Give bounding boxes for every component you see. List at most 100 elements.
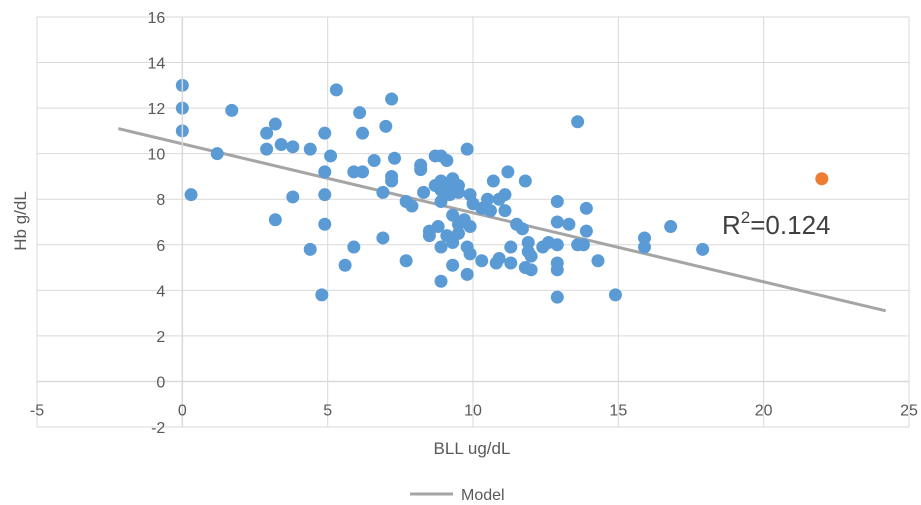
data-point: [524, 263, 538, 277]
data-point: [385, 174, 399, 188]
data-point: [274, 138, 288, 152]
data-point: [579, 201, 593, 215]
data-point: [379, 119, 393, 133]
data-point: [446, 258, 460, 272]
data-point: [318, 165, 332, 179]
y-tick-label: 8: [156, 192, 165, 209]
data-point: [318, 217, 332, 231]
data-point: [498, 188, 512, 202]
data-point: [434, 274, 448, 288]
data-point: [367, 154, 381, 167]
trendline-model: [118, 127, 887, 313]
data-point: [268, 213, 282, 227]
data-point: [579, 224, 593, 238]
data-point: [460, 267, 474, 281]
data-point: [524, 249, 538, 263]
data-point: [184, 188, 198, 202]
data-point: [260, 126, 274, 140]
data-point: [481, 192, 495, 206]
x-tick-label: 15: [609, 402, 627, 419]
data-point: [475, 254, 489, 268]
data-point: [550, 290, 564, 304]
data-point: [451, 226, 465, 240]
data-point: [315, 288, 329, 302]
data-point: [286, 190, 300, 204]
data-point: [486, 174, 500, 188]
data-point: [518, 174, 532, 188]
data-point: [329, 83, 343, 97]
data-point: [225, 103, 239, 117]
data-point: [318, 126, 332, 140]
data-point: [608, 288, 622, 302]
data-point: [417, 185, 431, 199]
data-point: [324, 149, 338, 163]
data-point: [571, 115, 585, 129]
data-point: [376, 231, 390, 245]
data-point: [440, 154, 454, 167]
data-point: [338, 258, 352, 272]
data-point: [515, 222, 529, 236]
data-point: [347, 240, 361, 254]
y-tick-label: -2: [151, 420, 165, 437]
legend: Model: [410, 487, 505, 504]
y-tick-label: 14: [148, 56, 166, 73]
x-axis-title: BLL ug/dL: [434, 439, 511, 458]
x-tick-label: 10: [464, 402, 482, 419]
data-point: [591, 254, 605, 268]
data-point: [504, 240, 518, 254]
data-point: [504, 256, 518, 270]
y-tick-label: 2: [156, 329, 165, 346]
data-point: [388, 151, 402, 165]
data-point: [353, 106, 367, 120]
data-point: [303, 242, 317, 256]
data-point: [286, 140, 300, 154]
x-tick-label: 25: [900, 402, 918, 419]
y-tick-label: 12: [148, 101, 166, 118]
data-point: [385, 92, 399, 106]
y-tick-label: 10: [148, 147, 166, 164]
y-tick-label: 0: [156, 374, 165, 391]
data-point: [303, 142, 317, 156]
data-point: [696, 242, 710, 256]
data-point: [356, 165, 370, 179]
data-point: [550, 195, 564, 208]
data-point: [399, 254, 413, 268]
data-point: [521, 236, 535, 249]
axis-layer: -5 0 5 10 15 20 25 -2 0 2 4 6 8 10 12 14 16: [30, 10, 918, 437]
r-squared-annotation: R2=0.124: [722, 208, 831, 240]
data-point: [576, 238, 590, 252]
data-point: [550, 215, 564, 229]
points-layer: [175, 78, 829, 304]
data-point: [483, 204, 497, 218]
y-tick-label: 16: [148, 10, 166, 27]
y-axis-title: Hb g/dL: [11, 191, 30, 251]
y-tick-label: 4: [156, 283, 165, 300]
data-point: [501, 165, 515, 179]
data-point: [463, 247, 477, 261]
data-point: [318, 188, 332, 202]
data-point: [434, 195, 448, 208]
data-point: [260, 142, 274, 156]
x-tick-label: 20: [755, 402, 773, 419]
data-point: [210, 147, 224, 161]
data-point: [492, 251, 506, 265]
data-point: [451, 185, 465, 199]
data-point: [356, 126, 370, 140]
data-point: [434, 240, 448, 254]
data-point: [405, 199, 419, 213]
x-tick-label: 5: [323, 402, 332, 419]
data-point: [498, 204, 512, 218]
data-point: [550, 238, 564, 252]
legend-label-model: Model: [461, 487, 505, 504]
outlier-point: [815, 172, 829, 186]
data-point: [460, 142, 474, 156]
data-point: [376, 185, 390, 199]
trendline-layer: [118, 127, 887, 313]
data-point: [550, 263, 564, 277]
data-point: [422, 229, 436, 243]
x-tick-label: 0: [178, 402, 187, 419]
data-point: [431, 220, 445, 234]
data-point: [268, 117, 282, 131]
data-point: [562, 217, 576, 231]
